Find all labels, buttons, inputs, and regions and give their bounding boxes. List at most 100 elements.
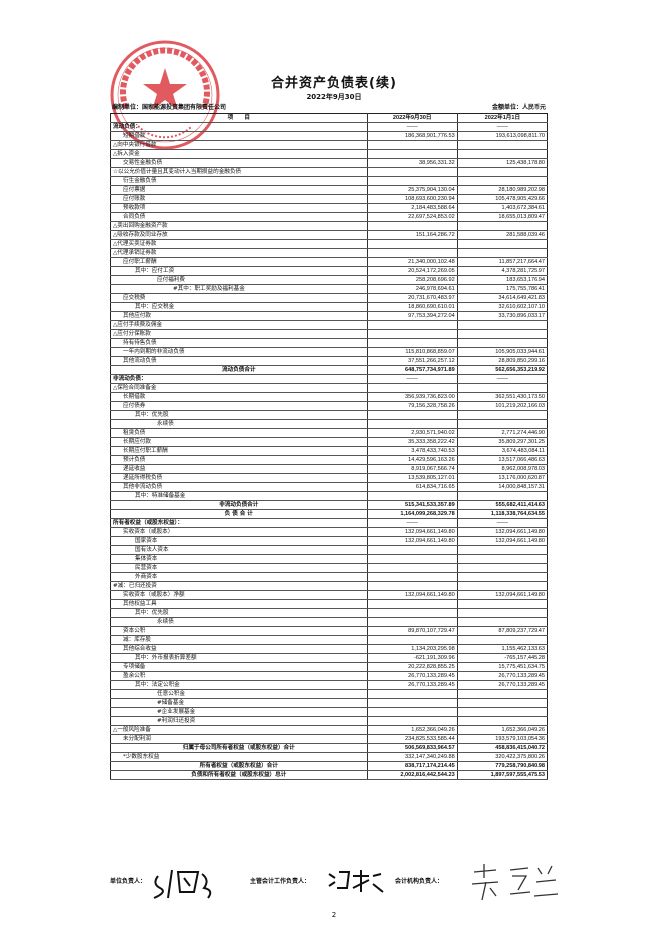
value-prior bbox=[456, 329, 548, 339]
table-row: 盈余公积 26,770,133,289.45 26,770,133,289.45 bbox=[110, 671, 548, 681]
row-label: 租赁负债 bbox=[110, 428, 368, 438]
table-row: 一年内到期的非流动负债 115,810,868,859.07 105,905,033… bbox=[110, 347, 548, 357]
table-row: 其中：应交税金 18,860,690,610.01 32,610,602,107.1… bbox=[110, 302, 548, 312]
value-prior: 2,771,274,446.90 bbox=[456, 428, 548, 438]
value-current: 186,368,901,776.53 bbox=[366, 131, 458, 141]
value-prior bbox=[456, 167, 548, 177]
row-label: 盈余公积 bbox=[110, 671, 368, 681]
value-current: 2,930,571,940.02 bbox=[366, 428, 458, 438]
signature-block: 单位负责人： 主管会计工作负责人： 会计机构负责人： bbox=[110, 864, 560, 906]
table-row: 应付福利费 258,208,696.92 183,653,176.94 bbox=[110, 275, 548, 285]
row-label: 其中：应交税金 bbox=[110, 302, 368, 312]
row-label: 其中：特准储备基金 bbox=[110, 491, 368, 501]
value-prior: —— bbox=[456, 122, 548, 132]
table-row: △向中央银行借款 bbox=[110, 140, 548, 150]
table-row: 持有待售负债 bbox=[110, 338, 548, 348]
value-prior: 105,905,033,944.61 bbox=[456, 347, 548, 357]
row-label: 任意公积金 bbox=[110, 689, 368, 699]
value-prior bbox=[456, 419, 548, 429]
value-prior: —— bbox=[456, 518, 548, 528]
value-current bbox=[366, 563, 458, 573]
value-current: —— bbox=[366, 122, 458, 132]
value-prior: —— bbox=[456, 374, 548, 384]
table-row: 其中：优先股 bbox=[110, 608, 548, 618]
value-current bbox=[366, 491, 458, 501]
table-row: △吸收存款及同业存放 151,164,286.72 281,588,039.46 bbox=[110, 230, 548, 240]
header-prior: 2022年1月1日 bbox=[456, 113, 548, 123]
value-prior bbox=[456, 248, 548, 258]
value-prior: 13,176,000,620.87 bbox=[456, 473, 548, 483]
total-row: 归属于母公司所有者权益（或股东权益）合计 506,569,833,964.57 45… bbox=[110, 743, 548, 753]
value-prior: 15,775,451,634.75 bbox=[456, 662, 548, 672]
table-row: 长期借款 356,939,736,823.00 362,551,430,173.50 bbox=[110, 392, 548, 402]
value-current: -621,191,309.96 bbox=[366, 653, 458, 663]
section-row: 非流动负债： —— —— bbox=[110, 374, 548, 384]
value-current bbox=[366, 338, 458, 348]
table-row: 应付职工薪酬 21,340,000,102.48 11,857,217,664.47 bbox=[110, 257, 548, 267]
row-label: 所有者权益（或股东权益）： bbox=[110, 518, 368, 528]
value-current: 108,693,600,230.94 bbox=[366, 194, 458, 204]
table-row: #利润归还投资 bbox=[110, 716, 548, 726]
value-current: 20,222,828,855.25 bbox=[366, 662, 458, 672]
table-row: △应付手续费及佣金 bbox=[110, 320, 548, 330]
value-current: 79,156,328,758.26 bbox=[366, 401, 458, 411]
value-prior bbox=[456, 635, 548, 645]
value-current bbox=[366, 140, 458, 150]
table-row: 应付票据 25,375,904,130.04 28,180,989,202.98 bbox=[110, 185, 548, 195]
table-row: △代理承销证券款 bbox=[110, 248, 548, 258]
table-header-row: 项 目 2022年9月30日 2022年1月1日 bbox=[110, 113, 548, 123]
row-label: ☆以公允价值计量且其变动计入当期损益的金融负债 bbox=[110, 167, 368, 177]
row-label: 应付职工薪酬 bbox=[110, 257, 368, 267]
row-label: 其中：外币报表折算差额 bbox=[110, 653, 368, 663]
header-item: 项 目 bbox=[110, 113, 368, 123]
value-prior: 3,674,483,084.11 bbox=[456, 446, 548, 456]
value-prior: 175,755,786.41 bbox=[456, 284, 548, 294]
table-row: ☆以公允价值计量且其变动计入当期损益的金融负债 bbox=[110, 167, 548, 177]
table-row: 长期应付职工薪酬 3,478,433,740.53 3,674,483,084.11 bbox=[110, 446, 548, 456]
row-label: 永续债 bbox=[110, 419, 368, 429]
table-row: 民营资本 bbox=[110, 563, 548, 573]
value-current bbox=[366, 572, 458, 582]
table-row: 合同负债 22,697,524,853.02 18,655,013,809.47 bbox=[110, 212, 548, 222]
row-label: 资本公积 bbox=[110, 626, 368, 636]
value-prior: 1,155,462,133.63 bbox=[456, 644, 548, 654]
signature-label-unit-head: 单位负责人： bbox=[110, 878, 147, 885]
table-row: 外商资本 bbox=[110, 572, 548, 582]
value-prior: 193,579,103,054.36 bbox=[456, 734, 548, 744]
value-prior bbox=[456, 383, 548, 393]
row-label: 民营资本 bbox=[110, 563, 368, 573]
row-label: 应付账款 bbox=[110, 194, 368, 204]
row-label: 持有待售负债 bbox=[110, 338, 368, 348]
value-prior: 1,652,366,049.26 bbox=[456, 725, 548, 735]
row-label: 预收款项 bbox=[110, 203, 368, 213]
value-current bbox=[366, 581, 458, 591]
value-current bbox=[366, 149, 458, 159]
row-label: △一般风险准备 bbox=[110, 725, 368, 735]
value-prior bbox=[456, 140, 548, 150]
value-prior: 87,809,237,729.47 bbox=[456, 626, 548, 636]
value-prior: 362,551,430,173.50 bbox=[456, 392, 548, 402]
table-row: 衍生金融负债 bbox=[110, 176, 548, 186]
value-prior bbox=[456, 581, 548, 591]
table-row: 永续债 bbox=[110, 419, 548, 429]
value-current: 14,429,596,163.26 bbox=[366, 455, 458, 465]
value-current bbox=[366, 329, 458, 339]
value-prior: 11,857,217,664.47 bbox=[456, 257, 548, 267]
table-row: 长期应付款 35,333,358,222.42 35,809,297,301.25 bbox=[110, 437, 548, 447]
row-label: △拆入资金 bbox=[110, 149, 368, 159]
table-row: △拆入资金 bbox=[110, 149, 548, 159]
value-current: 26,770,133,289.45 bbox=[366, 671, 458, 681]
table-row: 递延收益 8,919,067,566.74 8,962,008,978.03 bbox=[110, 464, 548, 474]
row-label: 实收资本（或股本）净额 bbox=[110, 590, 368, 600]
value-prior bbox=[456, 707, 548, 717]
row-label: #利润归还投资 bbox=[110, 716, 368, 726]
value-current: 89,870,107,729.47 bbox=[366, 626, 458, 636]
value-prior: 32,610,602,107.10 bbox=[456, 302, 548, 312]
row-label: 长期借款 bbox=[110, 392, 368, 402]
table-row: 资本公积 89,870,107,729.47 87,809,237,729.47 bbox=[110, 626, 548, 636]
total-row: 所有者权益（或股东权益）合计 838,717,174,214.45 779,258,… bbox=[110, 761, 548, 771]
row-label: 其他非流动负债 bbox=[110, 482, 368, 492]
value-current: 35,333,358,222.42 bbox=[366, 437, 458, 447]
row-label: 应交税费 bbox=[110, 293, 368, 303]
value-current: 332,147,340,249.88 bbox=[366, 752, 458, 762]
